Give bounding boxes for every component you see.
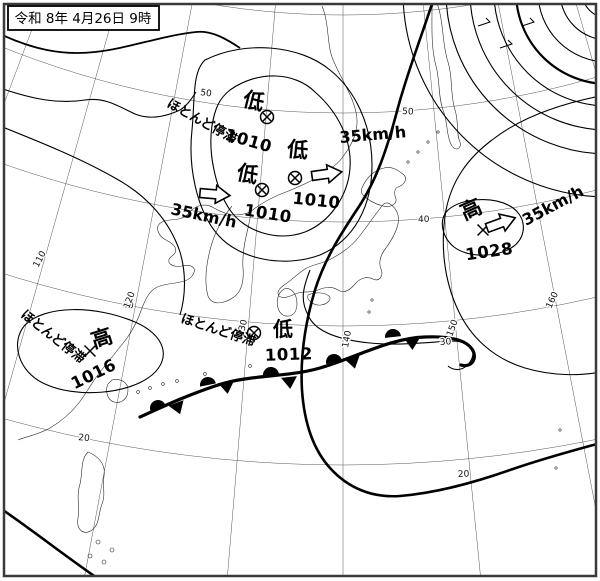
front-triangle: [168, 400, 184, 415]
movement-arrows: [198, 163, 517, 234]
lat-label: 30: [122, 300, 135, 312]
front-triangle: [218, 380, 234, 394]
isobar-high-east-outer: [442, 96, 595, 376]
high-center-mark: [83, 344, 97, 358]
isobar-low-inner: [210, 75, 351, 237]
low-south-pressure: 1012: [265, 344, 314, 365]
lat-label: 30: [440, 337, 452, 348]
movement-arrow: [484, 212, 517, 234]
front-triangle: [404, 337, 420, 350]
front-triangle: [344, 355, 360, 369]
isobar-high-sw-oval: [17, 309, 164, 394]
station-wind-marks: [477, 17, 535, 49]
luzon-coast: [77, 451, 105, 533]
low-center-mark: [254, 182, 270, 198]
lat-label: 40: [418, 215, 430, 225]
low-mid-symbol: 低: [285, 137, 309, 163]
taiwan-coast: [106, 379, 129, 403]
isobar-northwest-thin: [5, 89, 197, 118]
isobar-northwest-bold: [5, 30, 241, 54]
front-semicircle: [326, 354, 342, 365]
front-semicircle: [263, 367, 279, 376]
front-semicircle: [200, 377, 216, 387]
isobar-high-east-oval: [441, 199, 524, 256]
isobar-low-outer: [190, 47, 373, 262]
low-center-mark: [287, 170, 303, 186]
lon-label: 140: [341, 330, 354, 349]
small-islands: [87, 130, 562, 565]
korea-coast: [205, 204, 252, 304]
lat-label: 20: [458, 469, 470, 480]
chart-date: 令和 8年 4月26日 9時: [15, 11, 152, 27]
lat-label: 50: [402, 107, 414, 118]
movement-arrow: [198, 183, 232, 205]
low-center-mark: [246, 325, 262, 341]
low-west-symbol: 低: [234, 160, 261, 188]
stationary-front: [138, 329, 476, 419]
low-south-symbol: 低: [272, 317, 293, 341]
front-triangle: [281, 376, 297, 389]
isobar-southwest-bold: [5, 509, 96, 575]
isobar-1020-bold: [300, 5, 595, 498]
front-semicircle: [385, 329, 401, 338]
front-semicircle: [150, 400, 166, 411]
lat-label: 20: [78, 433, 91, 444]
low-mid-pressure: 1010: [292, 189, 342, 213]
lat-label: 50: [200, 88, 213, 100]
title-box: 令和 8年 4月26日 9時: [7, 5, 160, 31]
pressure-centers: [83, 109, 490, 358]
movement-arrow: [310, 163, 344, 185]
low-center-mark: [259, 109, 275, 125]
kyushu-coast: [276, 288, 298, 317]
mainland-coast: [17, 5, 358, 441]
isobar-west: [5, 127, 185, 316]
sakhalin-coast: [431, 5, 461, 150]
honshu-coast: [277, 202, 399, 298]
